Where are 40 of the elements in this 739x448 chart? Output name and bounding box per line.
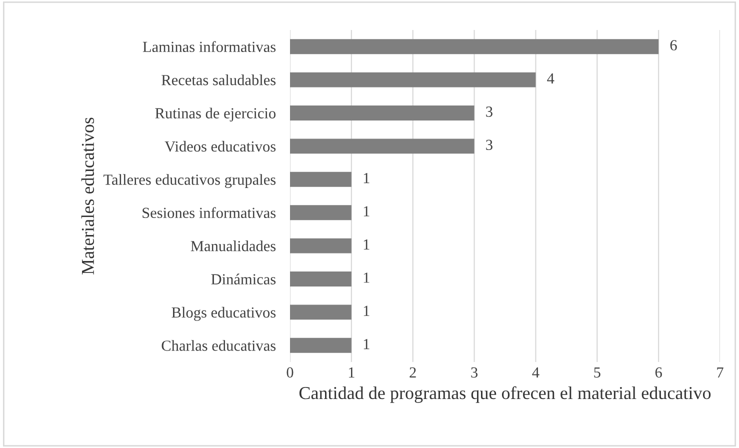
bar [290, 304, 352, 320]
x-tick-label: 3 [471, 367, 478, 378]
data-label: 3 [486, 106, 492, 117]
x-tick-label: 7 [717, 367, 724, 378]
y-tick-label: Laminas informativas [142, 41, 276, 52]
y-tick-label: Recetas saludables [162, 74, 276, 86]
y-tick-label: Rutinas de ejercicio [155, 108, 276, 122]
data-label: 1 [364, 272, 370, 283]
bar [290, 272, 352, 286]
bar [290, 205, 352, 220]
y-tick-label: Charlas educativas [162, 340, 276, 351]
x-tick-label: 6 [655, 367, 662, 378]
data-label: 6 [670, 40, 677, 50]
y-tick-label: Talleres educativos grupales [104, 174, 276, 188]
bar [290, 138, 474, 154]
data-label: 1 [364, 172, 370, 184]
y-axis-title: Materiales educativos [81, 118, 94, 274]
y-tick-label: Videos educativos [164, 140, 276, 152]
y-tick-label: Sesiones informativas [142, 207, 276, 218]
data-label: 1 [364, 206, 370, 216]
x-tick-label: 0 [286, 367, 294, 378]
data-label: 1 [364, 306, 370, 316]
data-label: 3 [486, 140, 492, 150]
y-tick-label: Blogs educativos [172, 306, 276, 321]
bar [290, 39, 659, 54]
x-tick-label: 4 [532, 367, 540, 378]
data-label: 4 [547, 73, 554, 84]
x-tick-label: 2 [410, 367, 416, 378]
x-tick-label: 1 [348, 367, 354, 378]
bar [290, 106, 474, 120]
bar [290, 238, 352, 254]
bar [290, 172, 352, 187]
bar [290, 338, 352, 353]
x-axis-title: Cantidad de programas que ofrecen el material educativo [299, 386, 711, 403]
bar [290, 72, 536, 88]
data-label: 1 [364, 239, 370, 250]
y-tick-label: Manualidades [190, 240, 276, 252]
data-label: 1 [364, 338, 370, 350]
x-tick-label: 5 [594, 367, 600, 378]
y-tick-label: Dinámicas [211, 274, 276, 284]
